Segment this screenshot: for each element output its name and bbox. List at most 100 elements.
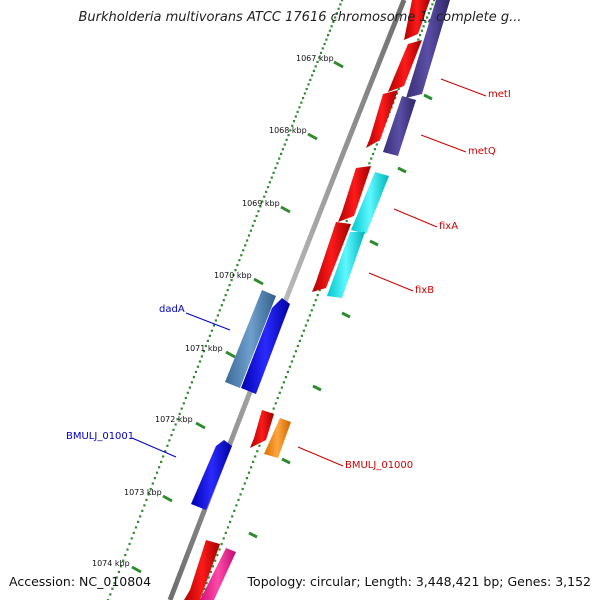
tick-dot bbox=[147, 493, 150, 496]
tick-dot bbox=[285, 138, 288, 141]
topology-value: circular bbox=[310, 574, 357, 589]
tick-dot bbox=[236, 264, 239, 267]
tick-dot bbox=[204, 344, 207, 348]
tick-dot bbox=[235, 504, 238, 507]
tick-dot bbox=[166, 444, 169, 447]
gene-label-BMULJ_01001[interactable]: BMULJ_01001 bbox=[66, 431, 134, 442]
gene-red-bottom[interactable] bbox=[184, 540, 236, 600]
tick-dot bbox=[270, 176, 273, 179]
tick-dot bbox=[207, 576, 210, 579]
tick-dot bbox=[395, 92, 398, 95]
tick-dot bbox=[370, 157, 373, 160]
tick-dot bbox=[312, 304, 315, 307]
tick-dot bbox=[426, 16, 429, 19]
tick-dot bbox=[226, 289, 229, 292]
tick-dot bbox=[323, 42, 326, 46]
tick-dot bbox=[261, 200, 264, 203]
tick-dot bbox=[307, 83, 310, 86]
tick-dot bbox=[137, 520, 140, 523]
tick-dot bbox=[420, 29, 423, 32]
tick-dot bbox=[242, 249, 245, 252]
gene-fixB[interactable] bbox=[312, 222, 365, 298]
tick-dot bbox=[431, 3, 434, 6]
tick-dot bbox=[232, 274, 235, 277]
tick-dot bbox=[218, 309, 221, 312]
tick-dot bbox=[281, 148, 284, 151]
tick-dot bbox=[296, 110, 299, 113]
gene-label-fixA[interactable]: fixA bbox=[439, 221, 458, 232]
tick-dot bbox=[272, 407, 275, 410]
tick-dot bbox=[372, 152, 375, 155]
accession-value: NC_010804 bbox=[79, 574, 152, 589]
accession-info: Accession: NC_010804 bbox=[9, 574, 151, 589]
tick-dot bbox=[220, 542, 223, 546]
gene-metI[interactable] bbox=[388, 0, 450, 98]
tick-dot bbox=[186, 391, 189, 394]
tick-dot bbox=[373, 148, 376, 151]
tick-dot bbox=[417, 38, 420, 41]
tick-dot bbox=[312, 69, 315, 72]
tick-dot bbox=[433, 0, 436, 2]
tick-dot bbox=[287, 134, 290, 137]
tick-dot bbox=[276, 396, 279, 400]
tick-dot bbox=[274, 402, 277, 405]
gene-label-fixB[interactable]: fixB bbox=[415, 285, 434, 296]
gene-label-metI[interactable]: metI bbox=[488, 89, 511, 100]
tick-dot bbox=[228, 284, 231, 287]
gene-label-BMULJ_01000[interactable]: BMULJ_01000 bbox=[345, 460, 413, 471]
tick-dot bbox=[250, 466, 253, 469]
tick-dot bbox=[203, 587, 206, 590]
tick-1069: 1069 kbp bbox=[242, 199, 291, 214]
tick-dot bbox=[280, 386, 283, 389]
tick-dot bbox=[239, 493, 242, 496]
tick-dot bbox=[192, 376, 195, 379]
gene-red-top[interactable] bbox=[404, 0, 430, 40]
tick-dot bbox=[288, 365, 291, 368]
gene-BMULJ_01001[interactable] bbox=[191, 440, 232, 510]
tick-1070: 1070 kbp bbox=[214, 271, 264, 286]
tick-dot bbox=[341, 0, 344, 2]
tick-dot bbox=[314, 299, 317, 302]
tick-dot bbox=[316, 60, 319, 63]
tick-dot bbox=[256, 450, 259, 453]
tick-dot bbox=[178, 412, 181, 415]
tick-dot bbox=[155, 471, 159, 474]
tick-dot bbox=[124, 554, 127, 557]
tick-dot bbox=[130, 537, 133, 540]
tick-dot bbox=[314, 65, 317, 68]
gene-label-dadA[interactable]: dadA bbox=[159, 304, 185, 315]
tick-dot bbox=[330, 25, 333, 28]
tick-1068: 1068 kbp bbox=[269, 126, 318, 141]
tick-dot bbox=[149, 487, 152, 491]
tick-dot bbox=[240, 254, 243, 257]
tick-dot bbox=[284, 376, 287, 379]
tick-ring-inner bbox=[199, 0, 436, 600]
tick-dot bbox=[292, 355, 295, 358]
tick-dot bbox=[160, 460, 163, 463]
tick-dot bbox=[139, 515, 142, 518]
tick-dot bbox=[316, 294, 319, 297]
gene-BMULJ_01000[interactable] bbox=[250, 410, 291, 458]
tick-dot bbox=[278, 157, 281, 160]
tick-dot bbox=[168, 439, 171, 442]
tick-dot bbox=[182, 402, 185, 405]
tick-dot bbox=[143, 504, 146, 507]
tick-dot bbox=[170, 434, 173, 437]
tick-dot bbox=[172, 428, 175, 431]
tick-dot bbox=[164, 450, 167, 453]
tick-dot bbox=[153, 477, 156, 480]
tick-dot bbox=[325, 38, 328, 41]
tick-dot bbox=[259, 205, 262, 208]
gene-fixA[interactable] bbox=[338, 166, 389, 234]
genes-value: 3,152 bbox=[555, 574, 591, 589]
tick-dot bbox=[234, 269, 237, 272]
tick-label: 1072 kbp bbox=[155, 415, 193, 424]
tick-dot bbox=[419, 34, 422, 37]
tick-dot bbox=[332, 20, 335, 23]
tick-dot bbox=[303, 92, 306, 95]
gene-label-metQ[interactable]: metQ bbox=[468, 146, 496, 157]
gene-dadA[interactable] bbox=[225, 290, 290, 394]
tick-dot bbox=[201, 593, 204, 596]
tick-label: 1073 kbp bbox=[124, 488, 162, 497]
gene-metQ[interactable] bbox=[366, 90, 416, 156]
